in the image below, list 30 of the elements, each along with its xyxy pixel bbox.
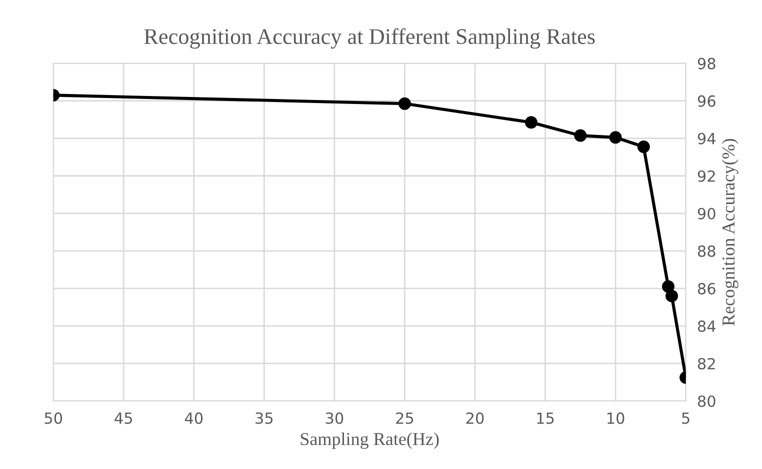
x-tick-label: 50 (44, 412, 62, 424)
point (637, 140, 650, 154)
point (662, 280, 674, 293)
y-tick-label: 98 (698, 58, 716, 70)
y-tick-label: 84 (698, 320, 716, 332)
point (665, 290, 678, 302)
y-tick-label: 92 (698, 170, 715, 182)
x-tick-label: 40 (184, 412, 203, 424)
y-tick-label: 96 (698, 95, 716, 107)
x-tick-label: 25 (396, 412, 414, 424)
y-tick-label: 94 (698, 132, 716, 144)
x-tick-label: 35 (256, 412, 273, 424)
x-tick-label: 45 (114, 412, 132, 424)
x-tick-label: 20 (466, 412, 484, 424)
y-axis-title: Recognition Accuracy(%) (722, 138, 738, 326)
point (609, 131, 622, 144)
x-axis-title: Sampling Rate(Hz) (300, 432, 439, 449)
y-tick-label: 86 (698, 282, 716, 294)
x-tick-label: 30 (326, 412, 344, 424)
x-tick-label: 15 (537, 412, 554, 424)
point (574, 129, 587, 142)
x-tick-label: 10 (607, 412, 624, 424)
y-tick-label: 88 (698, 245, 716, 257)
point (398, 97, 411, 110)
point (524, 116, 538, 129)
x-tick-label: 5 (682, 412, 690, 424)
y-tick-label: 90 (698, 208, 716, 220)
y-tick-label: 82 (698, 358, 715, 370)
y-tick-label: 80 (698, 395, 716, 408)
chart-title: Recognition Accuracy at Different Sampling Rates (144, 28, 595, 49)
